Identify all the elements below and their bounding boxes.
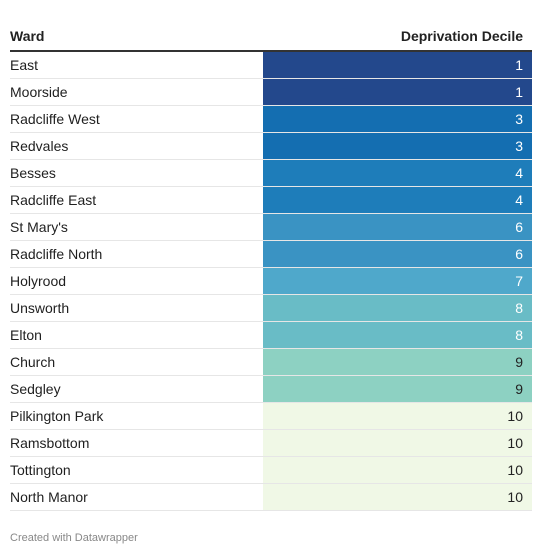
ward-name: Ramsbottom — [10, 435, 90, 451]
table-row: North Manor 10 — [10, 484, 532, 511]
table-row: Redvales 3 — [10, 133, 532, 160]
table-row: Elton 8 — [10, 322, 532, 349]
table-row: East 1 — [10, 52, 532, 79]
decile-cell: 10 — [263, 457, 532, 483]
table-row: Radcliffe North 6 — [10, 241, 532, 268]
table-row: Besses 4 — [10, 160, 532, 187]
ward-name: North Manor — [10, 489, 88, 505]
ward-name: Elton — [10, 327, 42, 343]
table-row: Tottington 10 — [10, 457, 532, 484]
decile-cell: 7 — [263, 268, 532, 294]
table-row: Unsworth 8 — [10, 295, 532, 322]
decile-cell: 4 — [263, 160, 532, 186]
decile-cell: 9 — [263, 349, 532, 375]
table-row: St Mary's 6 — [10, 214, 532, 241]
ward-name: Sedgley — [10, 381, 61, 397]
table-row: Holyrood 7 — [10, 268, 532, 295]
decile-cell: 6 — [263, 214, 532, 240]
decile-cell: 1 — [263, 79, 532, 105]
ward-name: Radcliffe East — [10, 192, 97, 208]
ward-name: Besses — [10, 165, 56, 181]
decile-cell: 3 — [263, 106, 532, 132]
ward-name: Radcliffe West — [10, 111, 100, 127]
ward-name: Redvales — [10, 138, 69, 154]
table-header: Ward Deprivation Decile — [10, 22, 532, 52]
table-row: Pilkington Park 10 — [10, 403, 532, 430]
decile-cell: 3 — [263, 133, 532, 159]
decile-cell: 9 — [263, 376, 532, 402]
ward-name: Tottington — [10, 462, 71, 478]
decile-cell: 10 — [263, 484, 532, 510]
ward-name: East — [10, 57, 39, 73]
decile-cell: 10 — [263, 403, 532, 429]
decile-cell: 8 — [263, 322, 532, 348]
table-row: Sedgley 9 — [10, 376, 532, 403]
table-body: East 1 Moorside 1 Radcliffe West 3 Redvales 3 Be… — [10, 52, 532, 511]
column-header-decile: Deprivation Decile — [400, 28, 523, 44]
table-row: Church 9 — [10, 349, 532, 376]
table-row: Radcliffe West 3 — [10, 106, 532, 133]
ward-name: Holyrood — [10, 273, 67, 289]
decile-cell: 6 — [263, 241, 532, 267]
table-row: Moorside 1 — [10, 79, 532, 106]
table-row: Ramsbottom 10 — [10, 430, 532, 457]
ward-name: Church — [10, 354, 56, 370]
decile-cell: 10 — [263, 430, 532, 456]
deprivation-table: Ward Deprivation Decile East 1 Moorside 1 Ra… — [10, 22, 532, 511]
datawrapper-credit: Created with Datawrapper — [10, 532, 138, 544]
decile-cell: 8 — [263, 295, 532, 321]
decile-cell: 1 — [263, 52, 532, 78]
ward-name: Unsworth — [10, 300, 70, 316]
decile-cell: 4 — [263, 187, 532, 213]
ward-name: Moorside — [10, 84, 68, 100]
ward-name: Pilkington Park — [10, 408, 104, 424]
table-row: Radcliffe East 4 — [10, 187, 532, 214]
ward-name: St Mary's — [10, 219, 68, 235]
ward-name: Radcliffe North — [10, 246, 103, 262]
column-header-ward: Ward — [10, 28, 45, 44]
